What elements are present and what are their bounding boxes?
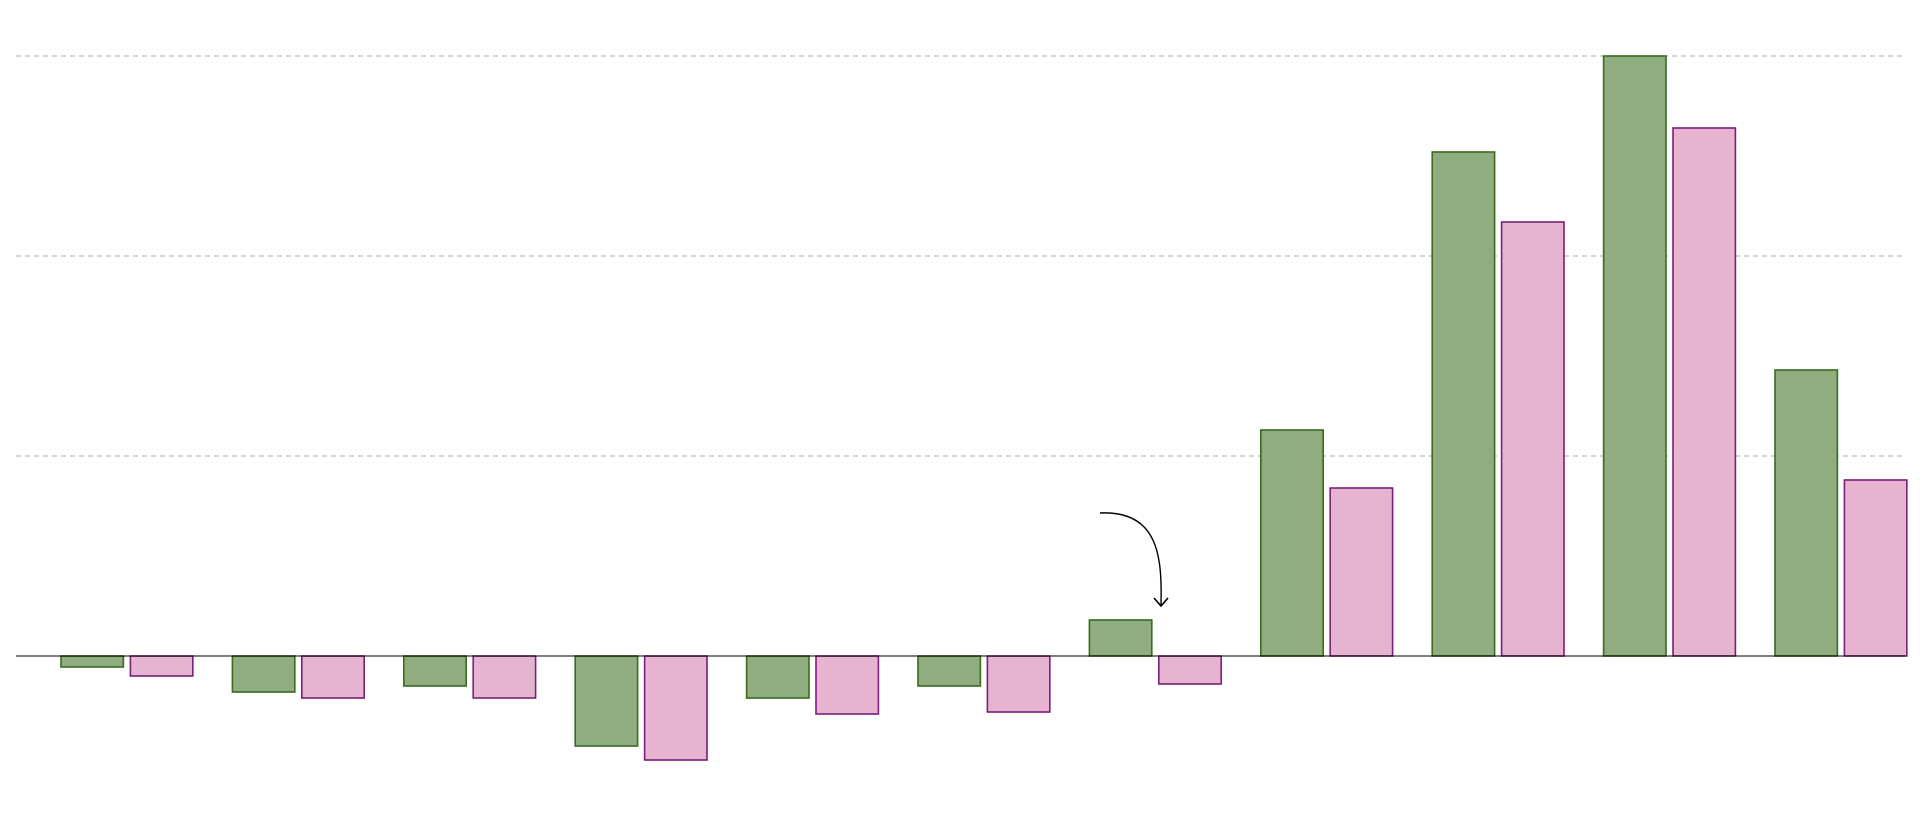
bar	[574, 655, 639, 747]
arrow-head	[1153, 597, 1169, 608]
bar	[1602, 55, 1667, 657]
annotation-arrow	[1099, 512, 1162, 606]
bar	[231, 655, 296, 693]
bar	[917, 655, 982, 687]
bar	[1843, 479, 1908, 657]
bar	[1260, 429, 1325, 657]
bar	[60, 655, 125, 668]
bar	[472, 655, 537, 699]
bar	[1158, 655, 1223, 685]
bar	[1088, 619, 1153, 657]
bar	[300, 655, 365, 699]
bar	[745, 655, 810, 699]
bar	[1500, 221, 1565, 657]
bar	[1431, 151, 1496, 657]
bar	[986, 655, 1051, 713]
bar	[643, 655, 708, 761]
bar	[815, 655, 880, 715]
bar	[1774, 369, 1839, 657]
bar	[402, 655, 467, 687]
bar	[1329, 487, 1394, 657]
bar	[129, 655, 194, 677]
bar	[1672, 127, 1737, 657]
